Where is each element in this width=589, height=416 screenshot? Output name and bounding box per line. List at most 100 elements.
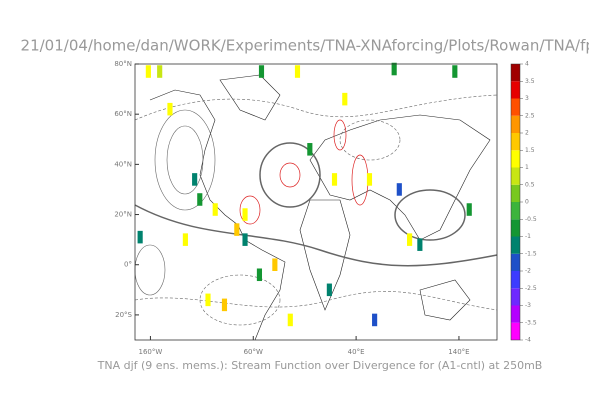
contours [134,94,498,326]
cell [197,193,203,206]
colorbar-swatch [511,236,520,254]
cell [466,203,472,216]
colorbar-label: -2.5 [525,285,537,292]
coastlines [149,74,491,341]
colorbar-swatch [511,253,520,271]
cell [137,230,143,244]
colorbar-label: -2 [525,268,531,275]
colorbar-label: -0.5 [525,216,537,223]
colorbar-label: -3 [525,302,531,309]
colorbar-label: 1 [525,164,529,171]
cell [366,173,373,186]
map-area [134,62,498,341]
colorbar-label: 2.5 [525,112,535,119]
colorbar-swatch [511,305,520,323]
contour [279,162,301,188]
colorbar-label: -4 [525,337,531,344]
colorbar-label: 4 [525,61,529,68]
cell [182,233,188,246]
contour [134,244,166,296]
cell [167,102,173,116]
colorbar-swatch [511,133,520,151]
cell [242,233,248,246]
contour [394,189,466,241]
y-tick-label: 0° [124,261,132,269]
colorbar-swatch [511,322,520,340]
cell [234,223,240,236]
colorbar-swatch [511,288,520,306]
x-tick-label: 40°E [348,348,365,356]
caption: TNA djf (9 ens. mems.): Stream Function … [97,359,543,372]
colorbar-label: 0 [525,199,529,206]
y-tick-label: 20°S [115,311,132,319]
contour [259,142,321,208]
contour [339,119,401,161]
x-tick-label: 160°W [139,348,163,356]
colorbar-label: -1.5 [525,250,537,257]
x-tick-label: 140°E [448,348,469,356]
coast [419,279,471,321]
y-tick-label: 20°N [114,211,132,219]
contour [134,291,498,311]
y-tick-label: 40°N [114,160,132,168]
colorbar-swatch [511,98,520,116]
cell [294,65,301,78]
x-tick-label: 60°W [244,348,263,356]
colorbar-swatch [511,271,520,289]
cell [145,65,151,78]
colorbar-label: -3.5 [525,319,537,326]
cell [212,203,218,216]
colorbar-swatch [511,64,520,82]
y-tick-label: 80°N [114,60,132,68]
cell [287,313,293,327]
cell [307,143,313,156]
colorbar-swatch [511,150,520,168]
contour [154,109,216,211]
coast [244,239,286,341]
cell [331,173,338,186]
contour [239,195,261,225]
title: 21/01/04/home/dan/WORK/Experiments/TNA-X… [21,37,589,55]
cell [205,293,211,307]
colorbar-frame [510,63,521,341]
contour [333,119,347,151]
contour [134,204,498,267]
colorbar-label: 2 [525,130,529,137]
cell [396,183,402,196]
cell [157,65,163,78]
contours-red [239,119,369,225]
cell [342,92,348,106]
y-tick-label: 60°N [114,110,132,118]
cell [417,238,423,251]
colorbar-label: 3.5 [525,78,535,85]
colorbar-swatch [511,219,520,237]
cell [391,62,397,76]
map-frame [134,63,498,341]
coast [219,74,281,121]
contour [351,154,369,206]
colorbar-label: 1.5 [525,147,535,154]
colorbar-swatch [511,184,520,202]
cell [372,313,378,327]
colorbar-label: -1 [525,233,531,240]
colorbar-label: 3 [525,95,529,102]
cell [326,283,332,297]
contour [199,274,281,326]
colorbar-swatch [511,115,520,133]
coast [299,199,351,311]
cell [242,208,248,221]
colorbar-swatch [511,167,520,185]
colorbar-label: 0.5 [525,181,535,188]
colorbar-swatch [511,202,520,220]
cell [192,173,198,186]
cell [272,258,278,271]
cell [258,65,265,78]
cell [256,268,263,282]
coast [149,89,246,241]
contour [134,94,498,121]
coast [309,114,491,241]
cell [407,233,413,246]
contour [166,125,204,195]
